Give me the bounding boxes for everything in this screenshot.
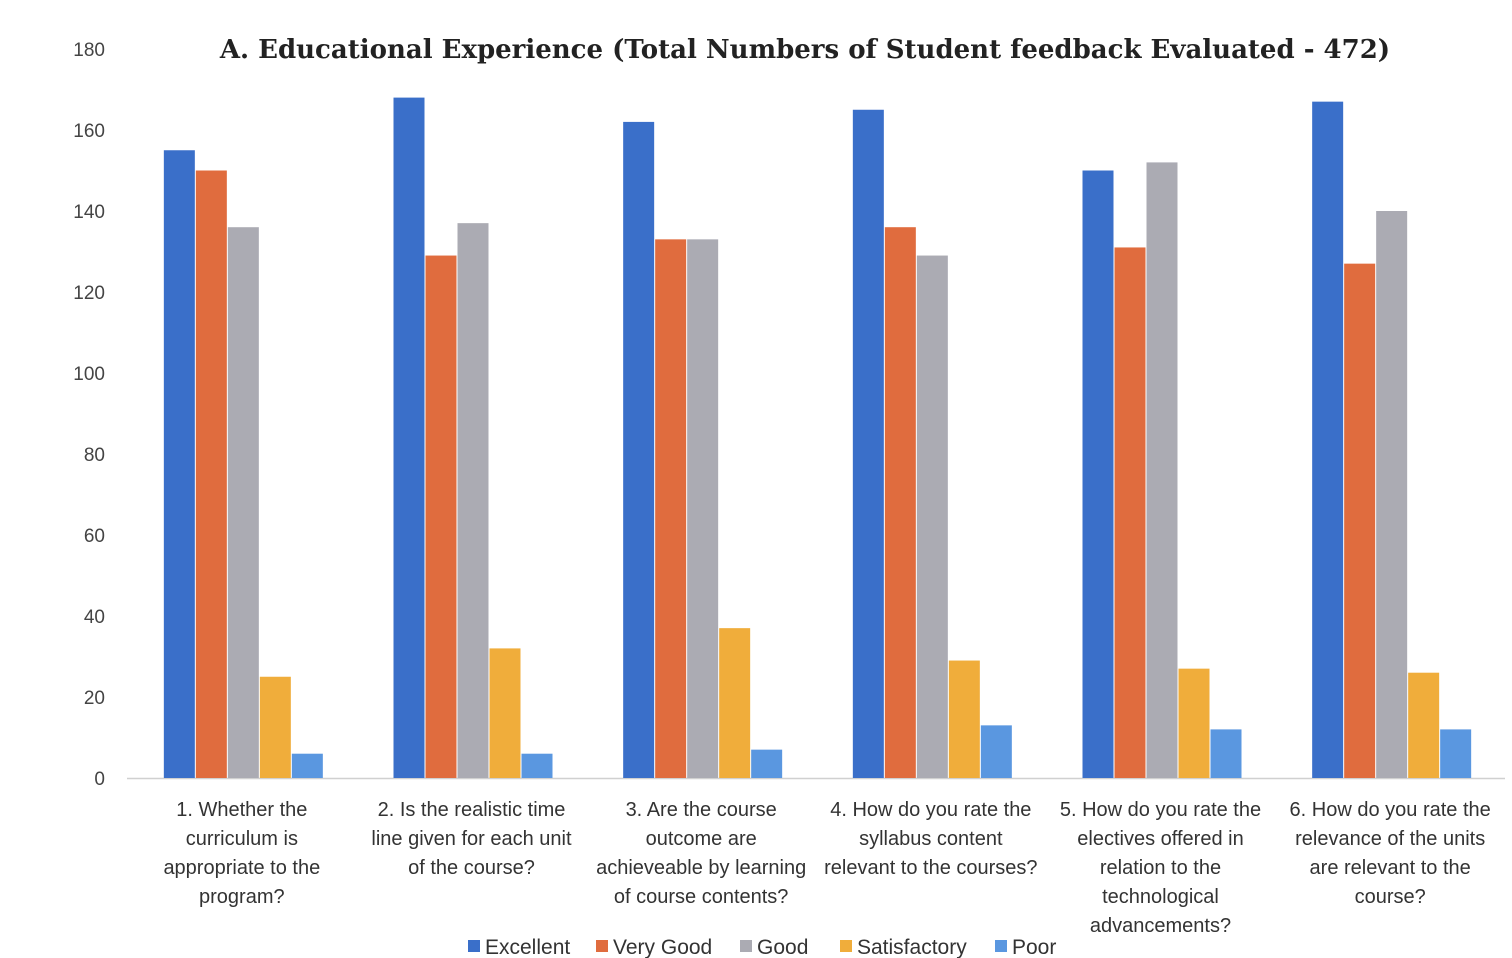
bar [227, 227, 259, 778]
x-category-label: 1. Whether the curriculum is appropriate t… [163, 799, 320, 908]
y-tick-label: 80 [84, 445, 105, 466]
bar [521, 753, 553, 778]
legend-label: Excellent [485, 936, 570, 958]
bar [980, 725, 1012, 778]
y-axis: 0 20 40 60 80 100 120 140 160 180 [73, 40, 105, 790]
legend: Excellent Very Good Good Satisfactory Poor [468, 936, 1056, 958]
legend-item: Good [740, 936, 808, 958]
bar [852, 109, 884, 778]
bar [425, 255, 457, 779]
bar [948, 660, 980, 778]
legend-label: Poor [1012, 936, 1056, 958]
y-tick-label: 140 [73, 202, 105, 223]
y-tick-label: 120 [73, 283, 105, 304]
x-category-label: 2. Is the realistic time line given for e… [371, 799, 572, 879]
bar [916, 255, 948, 779]
bars [163, 97, 1472, 779]
bar [393, 97, 425, 779]
legend-swatch [740, 940, 752, 952]
bar [655, 239, 687, 779]
legend-label: Very Good [613, 936, 712, 958]
bar [719, 628, 751, 778]
bar [751, 749, 783, 778]
x-category-label: 4. How do you rate the syllabus content re… [824, 799, 1037, 879]
chart-title: A. Educational Experience (Total Numbers… [219, 35, 1390, 65]
y-tick-label: 160 [73, 121, 105, 142]
bar [1440, 729, 1472, 778]
x-category-label: 6. How do you rate the relevance of the u… [1290, 799, 1491, 908]
bar [1210, 729, 1242, 778]
bar [1114, 247, 1146, 778]
x-axis: 1. Whether the curriculum is appropriate t… [127, 777, 1505, 937]
legend-swatch [840, 940, 852, 952]
bar [457, 223, 489, 778]
legend-label: Good [757, 936, 808, 958]
y-tick-label: 100 [73, 364, 105, 385]
bar [1082, 170, 1114, 778]
bar [1312, 101, 1344, 778]
bar [489, 648, 521, 778]
y-tick-label: 0 [94, 769, 105, 790]
legend-label: Satisfactory [857, 936, 967, 958]
bar [163, 150, 195, 778]
series-excellent [163, 97, 1344, 779]
y-tick-label: 20 [84, 688, 105, 709]
y-tick-label: 180 [73, 40, 105, 61]
bar [259, 676, 291, 778]
y-tick-label: 60 [84, 526, 105, 547]
series-satisfactory [259, 628, 1440, 778]
bar [291, 753, 323, 778]
bar [1178, 668, 1210, 778]
series-poor [291, 725, 1472, 778]
legend-item: Very Good [596, 936, 712, 958]
bar [1376, 211, 1408, 778]
bar [687, 239, 719, 779]
bar [195, 170, 227, 778]
legend-item: Excellent [468, 936, 570, 958]
bar [1408, 672, 1440, 778]
legend-swatch [596, 940, 608, 952]
legend-swatch [995, 940, 1007, 952]
x-category-label: 5. How do you rate the electives offered … [1060, 799, 1261, 937]
bar [884, 227, 916, 778]
bar [623, 121, 655, 778]
legend-item: Satisfactory [840, 936, 967, 958]
series-very-good [195, 170, 1376, 779]
bar [1344, 263, 1376, 778]
bar [1146, 162, 1178, 778]
legend-item: Poor [995, 936, 1056, 958]
legend-swatch [468, 940, 480, 952]
y-tick-label: 40 [84, 607, 105, 628]
series-good [227, 162, 1408, 779]
x-category-label: 3. Are the course outcome are achieveable … [596, 799, 806, 908]
